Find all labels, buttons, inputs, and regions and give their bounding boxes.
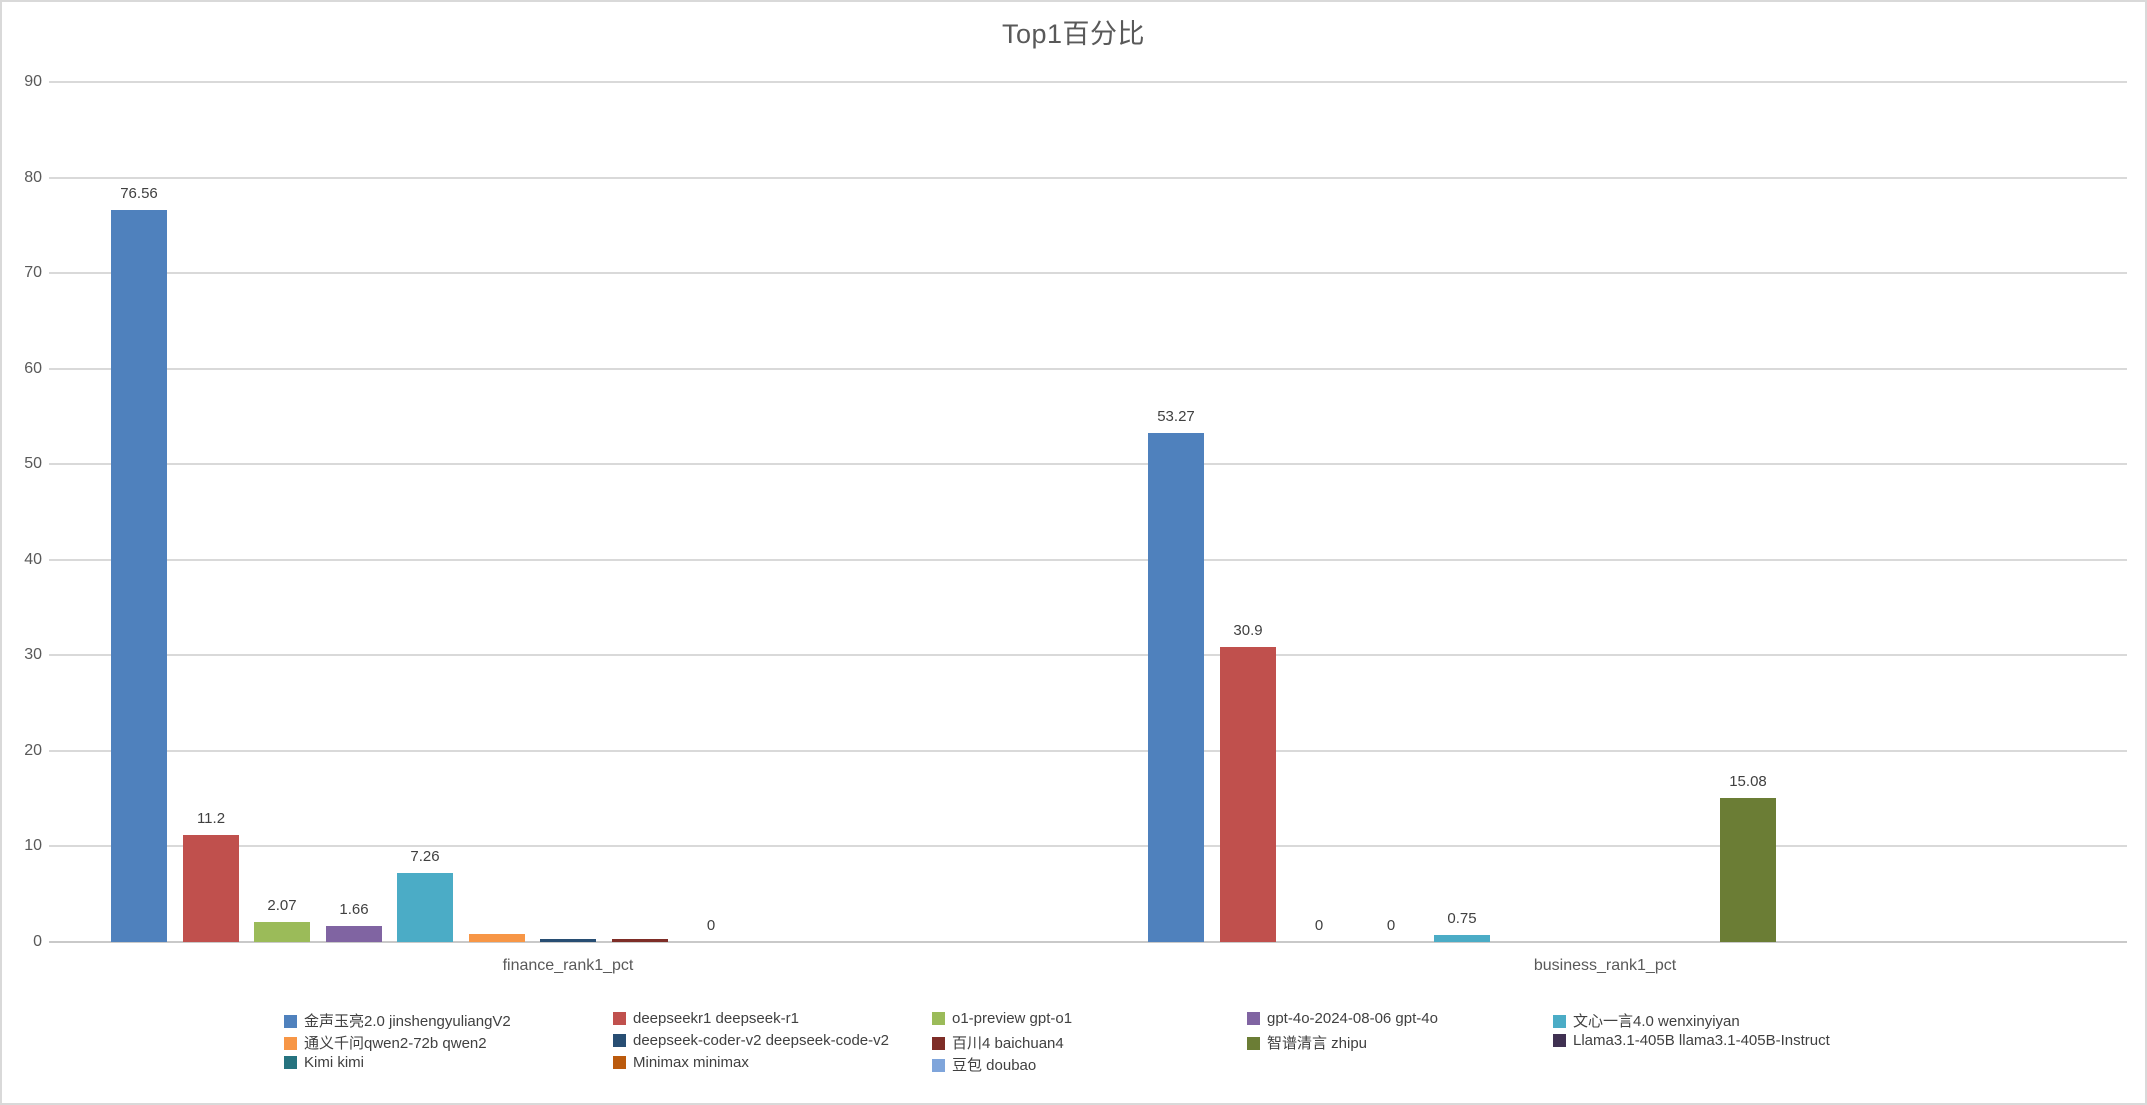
legend-label: 百川4 baichuan4 [952, 1035, 1064, 1052]
gridline [49, 654, 2127, 656]
gridline [49, 845, 2127, 847]
bar[interactable] [469, 934, 525, 942]
legend-swatch-icon [1247, 1037, 1260, 1050]
legend-swatch-icon [284, 1015, 297, 1028]
legend-label: 金声玉亮2.0 jinshengyuliangV2 [304, 1013, 511, 1030]
bar-value-label: 15.08 [1729, 773, 1767, 790]
bar[interactable] [612, 939, 668, 942]
legend-item[interactable]: gpt-4o-2024-08-06 gpt-4o [1247, 1010, 1438, 1027]
gridline [49, 463, 2127, 465]
bar[interactable] [254, 922, 310, 942]
legend-label: 智谱清言 zhipu [1267, 1035, 1368, 1052]
legend-label: Llama3.1-405B llama3.1-405B-Instruct [1573, 1032, 1830, 1049]
legend-item[interactable]: 文心一言4.0 wenxinyiyan [1553, 1010, 1740, 1030]
y-axis-tick-label: 70 [24, 264, 42, 281]
bar-value-label: 0 [1314, 917, 1324, 934]
y-axis-tick-label: 10 [24, 837, 42, 854]
legend-swatch-icon [284, 1056, 297, 1069]
legend-item[interactable]: Minimax minimax [613, 1054, 749, 1071]
bar[interactable] [326, 926, 382, 942]
legend-label: 豆包 doubao [952, 1057, 1037, 1074]
gridline [49, 81, 2127, 83]
y-axis-tick-label: 30 [24, 646, 42, 663]
gridline [49, 750, 2127, 752]
gridline [49, 368, 2127, 370]
legend-item[interactable]: deepseekr1 deepseek-r1 [613, 1010, 799, 1027]
legend-item[interactable]: 通义千问qwen2-72b qwen2 [284, 1032, 487, 1052]
y-axis-tick-label: 40 [24, 551, 42, 568]
legend-swatch-icon [613, 1012, 626, 1025]
legend-item[interactable]: Llama3.1-405B llama3.1-405B-Instruct [1553, 1032, 1830, 1049]
y-axis-tick-label: 0 [33, 933, 42, 950]
legend-label: 文心一言4.0 wenxinyiyan [1573, 1013, 1740, 1030]
legend-label: o1-preview gpt-o1 [952, 1010, 1073, 1027]
legend-swatch-icon [613, 1034, 626, 1047]
legend-swatch-icon [284, 1037, 297, 1050]
bar-value-label: 0 [1386, 917, 1396, 934]
legend-label: deepseekr1 deepseek-r1 [633, 1010, 799, 1027]
x-axis-category-label: finance_rank1_pct [502, 957, 634, 974]
y-axis-tick-label: 20 [24, 742, 42, 759]
legend-label: gpt-4o-2024-08-06 gpt-4o [1267, 1010, 1438, 1027]
gridline [49, 272, 2127, 274]
legend-item[interactable]: deepseek-coder-v2 deepseek-code-v2 [613, 1032, 889, 1049]
y-axis-tick-label: 60 [24, 360, 42, 377]
legend-label: deepseek-coder-v2 deepseek-code-v2 [633, 1032, 889, 1049]
y-axis-tick-label: 80 [24, 169, 42, 186]
bar-value-label: 7.26 [410, 848, 440, 865]
bar-value-label: 0 [706, 917, 716, 934]
legend-label: Minimax minimax [633, 1054, 749, 1071]
y-axis-tick-label: 90 [24, 73, 42, 90]
legend-item[interactable]: 智谱清言 zhipu [1247, 1032, 1367, 1052]
legend-swatch-icon [1553, 1034, 1566, 1047]
bar-value-label: 11.2 [196, 810, 226, 827]
bar-value-label: 2.07 [267, 897, 297, 914]
legend-item[interactable]: Kimi kimi [284, 1054, 364, 1071]
gridline [49, 559, 2127, 561]
legend-label: 通义千问qwen2-72b qwen2 [304, 1035, 487, 1052]
bar[interactable] [1148, 433, 1204, 942]
bar[interactable] [111, 210, 167, 942]
gridline [49, 177, 2127, 179]
bar-value-label: 53.27 [1157, 408, 1195, 425]
bar-value-label: 0.75 [1447, 910, 1477, 927]
bar[interactable] [183, 835, 239, 942]
legend-swatch-icon [1553, 1015, 1566, 1028]
legend-swatch-icon [932, 1037, 945, 1050]
legend-label: Kimi kimi [304, 1054, 364, 1071]
legend-swatch-icon [613, 1056, 626, 1069]
legend-swatch-icon [1247, 1012, 1260, 1025]
bar-value-label: 76.56 [120, 185, 158, 202]
legend-item[interactable]: o1-preview gpt-o1 [932, 1010, 1073, 1027]
legend-swatch-icon [932, 1012, 945, 1025]
legend-item[interactable]: 百川4 baichuan4 [932, 1032, 1064, 1052]
y-axis-tick-label: 50 [24, 455, 42, 472]
gridline [49, 941, 2127, 943]
chart-title: Top1百分比 [1001, 19, 1146, 49]
x-axis-category-label: business_rank1_pct [1533, 957, 1677, 974]
bar[interactable] [1434, 935, 1490, 942]
bar[interactable] [1220, 647, 1276, 942]
legend-item[interactable]: 金声玉亮2.0 jinshengyuliangV2 [284, 1010, 511, 1030]
bar[interactable] [540, 939, 596, 942]
bar[interactable] [397, 873, 453, 942]
bar[interactable] [1720, 798, 1776, 942]
legend-swatch-icon [932, 1059, 945, 1072]
bar-value-label: 1.66 [339, 901, 369, 918]
legend-item[interactable]: 豆包 doubao [932, 1054, 1036, 1074]
bar-value-label: 30.9 [1233, 622, 1263, 639]
